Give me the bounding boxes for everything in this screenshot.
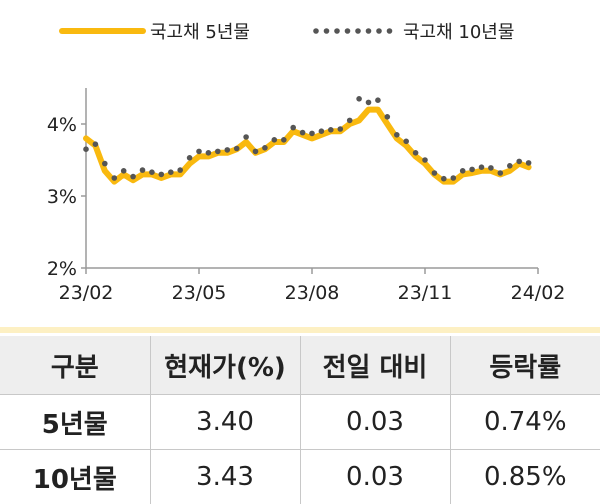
series-point-10y xyxy=(102,160,108,167)
series-point-10y xyxy=(205,150,212,156)
series-point-10y xyxy=(177,167,183,173)
header-current-price: 현재가(%) xyxy=(149,336,300,395)
series-point-10y xyxy=(346,117,353,124)
series-point-10y xyxy=(478,164,485,170)
legend-dot xyxy=(386,28,393,34)
series-point-10y xyxy=(516,158,522,165)
series-point-10y xyxy=(111,175,118,181)
series-point-10y xyxy=(431,170,438,176)
legend-dot xyxy=(313,28,319,34)
series-point-10y xyxy=(488,165,494,171)
legend-dot xyxy=(355,28,361,34)
legend-label-10y: 국고채 10년물 xyxy=(403,22,514,43)
series-point-10y xyxy=(252,148,259,155)
cell-change-rate: 0.74% xyxy=(449,394,600,450)
x-tick-label: 23/08 xyxy=(285,282,340,304)
series-point-10y xyxy=(290,124,297,131)
legend-dot xyxy=(344,28,351,34)
header-daily-change: 전일 대비 xyxy=(299,336,450,395)
series-point-10y xyxy=(318,128,325,134)
legend-swatch-10y xyxy=(313,28,393,34)
bond-yield-chart: 국고채 5년물 국고채 10년물 2%3%4% 23/02 23/05 23/08 2… xyxy=(47,22,566,304)
section-divider xyxy=(0,327,600,333)
x-tick-label: 24/02 xyxy=(511,282,566,304)
header-change-rate: 등락률 xyxy=(449,336,600,395)
x-tick-label: 23/11 xyxy=(398,282,453,304)
table-row: 5년물 3.40 0.03 0.74% xyxy=(0,394,600,450)
table-header-row: 구분 현재가(%) 전일 대비 등락률 xyxy=(0,336,600,395)
cell-daily-change: 0.03 xyxy=(299,394,450,450)
series-point-10y xyxy=(168,169,174,175)
series-point-10y xyxy=(422,157,428,163)
yield-table: 구분 현재가(%) 전일 대비 등락률 5년물 3.40 0.03 0.74% … xyxy=(0,336,600,504)
series-point-10y xyxy=(384,114,391,120)
series-point-10y xyxy=(507,163,513,169)
series-line-5y xyxy=(83,106,532,185)
legend-dot xyxy=(365,28,372,34)
series-point-10y xyxy=(233,145,240,152)
x-tick-label: 23/05 xyxy=(172,282,227,304)
series-point-10y xyxy=(243,134,249,140)
series-point-10y xyxy=(281,137,287,143)
chart-legend: 국고채 5년물 국고채 10년물 xyxy=(59,22,514,43)
cell-current-price: 3.40 xyxy=(149,394,300,450)
series-point-10y xyxy=(215,148,221,155)
series-point-10y xyxy=(365,99,372,106)
series-point-10y xyxy=(186,155,193,161)
series-point-10y xyxy=(309,130,315,137)
series-point-10y xyxy=(328,127,334,133)
series-point-10y xyxy=(262,145,268,151)
x-axis: 23/02 23/05 23/08 23/11 24/02 xyxy=(59,267,566,304)
y-tick-label: 4% xyxy=(47,114,77,136)
series-point-10y xyxy=(497,170,504,176)
row-label-5y: 5년물 xyxy=(0,394,150,450)
legend-dot xyxy=(376,28,382,34)
series-point-10y xyxy=(158,171,165,178)
series-point-10y xyxy=(120,168,127,174)
series-point-10y xyxy=(196,148,202,155)
legend-dot xyxy=(323,28,330,34)
cell-daily-change: 0.03 xyxy=(299,449,450,504)
series-point-10y xyxy=(403,138,410,145)
series-point-10y xyxy=(356,96,362,102)
series-point-10y xyxy=(92,141,99,147)
series-point-10y xyxy=(375,97,381,103)
x-tick-label: 23/02 xyxy=(59,282,114,304)
header-category: 구분 xyxy=(0,336,150,395)
series-point-10y xyxy=(224,147,231,153)
series-5y xyxy=(83,106,532,185)
cell-current-price: 3.43 xyxy=(149,449,300,504)
series-point-10y xyxy=(149,169,155,175)
series-point-10y xyxy=(337,126,344,132)
legend-label-5y: 국고채 5년물 xyxy=(150,22,250,43)
series-point-10y xyxy=(299,129,306,136)
table-row: 10년물 3.43 0.03 0.85% xyxy=(0,449,600,504)
row-label-10y: 10년물 xyxy=(32,464,117,495)
series-point-10y xyxy=(394,132,400,138)
series-point-10y xyxy=(130,173,136,180)
series-point-10y xyxy=(412,150,419,156)
series-point-10y xyxy=(271,137,278,143)
legend-dot xyxy=(334,28,340,34)
series-point-10y xyxy=(459,168,466,174)
series-point-10y xyxy=(469,166,475,173)
y-tick-label: 2% xyxy=(47,258,77,280)
series-10y xyxy=(83,96,532,182)
series-point-10y xyxy=(525,160,532,166)
cell-change-rate: 0.85% xyxy=(449,449,600,504)
y-tick-label: 3% xyxy=(47,186,77,208)
y-axis: 2% 3% 4% xyxy=(47,88,87,280)
series-point-10y xyxy=(139,167,146,173)
series-point-10y xyxy=(441,175,447,182)
series-point-10y xyxy=(450,175,457,181)
series-point-10y xyxy=(83,146,89,152)
